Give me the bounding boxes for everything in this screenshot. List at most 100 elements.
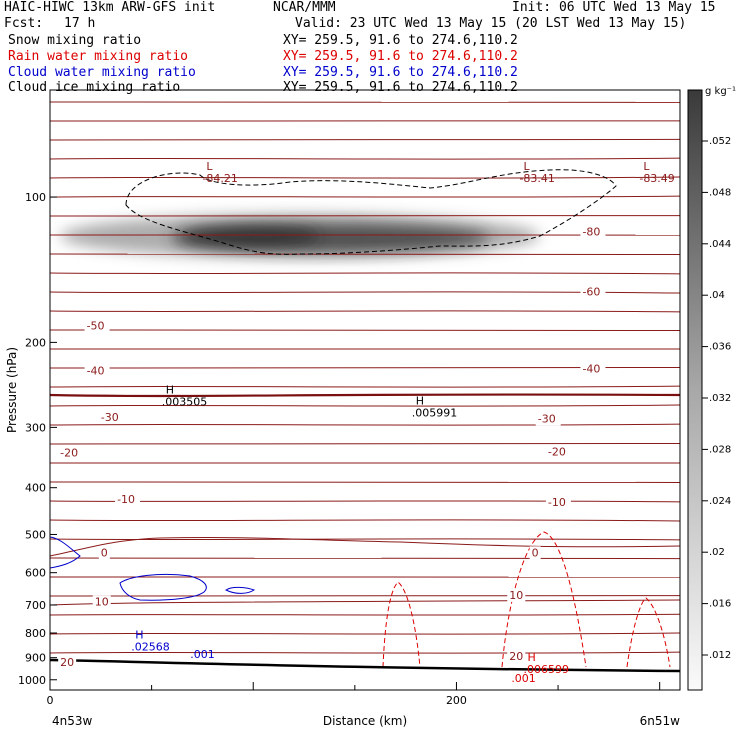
label-bg — [535, 412, 561, 426]
y-tick-label: 1000 — [18, 674, 46, 687]
isotherm-line — [49, 613, 681, 616]
y-tick-label: 300 — [25, 421, 46, 434]
label-bg — [92, 595, 111, 609]
isotherm-line — [49, 195, 681, 198]
colorbar-unit: g kg⁻¹ — [705, 86, 736, 97]
colorbar-tick-label: .032 — [709, 393, 731, 404]
isotherm-warm-line — [49, 599, 681, 606]
extremum-value: -83.49 — [639, 172, 674, 185]
init-time: Init: 06 UTC Wed 13 May 15 — [512, 0, 716, 15]
label-bg — [115, 492, 141, 506]
label-bg — [84, 364, 110, 378]
isotherm-label: -30 — [101, 411, 119, 424]
right-endpoint-label: 6n51w — [640, 714, 681, 728]
label-bg — [58, 446, 84, 460]
contour-value-label: .001 — [511, 672, 536, 685]
label-bg — [580, 225, 606, 239]
isotherm-line — [49, 632, 681, 635]
isotherm-label: 20 — [60, 656, 74, 669]
isotherm-line — [49, 500, 681, 503]
fcst-value: 17 h — [64, 16, 96, 31]
low-marker: L — [206, 160, 213, 173]
extremum-value: .003505 — [162, 395, 208, 408]
low-marker: L — [643, 160, 650, 173]
isotherm-label: -10 — [117, 493, 135, 506]
isotherm-label: -20 — [60, 447, 78, 460]
extremum-value: .006599 — [524, 663, 570, 676]
isotherm-label: 0 — [101, 546, 108, 559]
field-xy-rain: XY= 259.5, 91.6 to 274.6,110.2 — [283, 49, 518, 64]
colorbar-tick-label: .048 — [709, 187, 731, 198]
y-axis-label: Pressure (hPa) — [5, 347, 19, 433]
field-xy-snow: XY= 259.5, 91.6 to 274.6,110.2 — [283, 33, 518, 48]
isotherm-line — [49, 176, 681, 179]
isotherm-line — [49, 253, 681, 256]
isotherm-line — [49, 404, 681, 407]
isotherm-label: -40 — [582, 363, 600, 376]
label-bg — [580, 362, 606, 376]
isotherm-line — [49, 442, 681, 445]
y-tick-label: 700 — [25, 599, 46, 612]
low-marker: L — [523, 160, 530, 173]
y-tick-label: 400 — [25, 482, 46, 495]
plot-frame — [49, 89, 681, 691]
extremum-value: .02568 — [131, 641, 170, 654]
isotherm-label: -50 — [87, 319, 105, 332]
isotherm-label: -40 — [87, 364, 105, 377]
org-label: NCAR/MMM — [273, 0, 336, 15]
isotherm-label: -60 — [582, 286, 600, 299]
isotherm-label: -80 — [582, 225, 600, 238]
rain-contours — [382, 531, 671, 668]
label-bg — [98, 546, 110, 560]
field-name-rain: Rain water mixing ratio — [8, 49, 189, 64]
y-tick-label: 200 — [25, 336, 46, 349]
field-xy-cloud-water: XY= 259.5, 91.6 to 274.6,110.2 — [283, 65, 518, 80]
colorbar-ticks: .052 .048 .044 .04 .036 .032 .028 .024 .02 .016 .0… — [702, 136, 731, 661]
field-xy-cloud-ice: XY= 259.5, 91.6 to 274.6,110.2 — [283, 80, 518, 95]
isotherm-label: 20 — [509, 650, 523, 663]
isotherm-line — [49, 481, 681, 483]
extremum-value: -83.41 — [519, 172, 554, 185]
isotherm-label: 10 — [509, 589, 523, 602]
high-marker: H — [135, 629, 143, 642]
isotherm-label: -20 — [548, 445, 566, 458]
label-bg — [580, 285, 606, 299]
high-marker: H — [166, 383, 174, 396]
label-bg — [98, 410, 124, 424]
isotherm-line — [49, 557, 681, 560]
freezing-level-line — [49, 393, 681, 398]
field-name-cloud-ice: Cloud ice mixing ratio — [8, 80, 181, 95]
extremum-value: -84.21 — [202, 172, 237, 185]
colorbar-tick-label: .024 — [709, 496, 731, 507]
label-bg — [545, 445, 571, 459]
isotherm-warm-line — [49, 536, 681, 557]
isotherm-line — [49, 310, 681, 313]
isotherm-line — [49, 272, 681, 275]
valid-time: Valid: 23 UTC Wed 13 May 15 (20 LST Wed … — [295, 16, 687, 31]
label-bg — [507, 650, 526, 664]
x-axis-label: Distance (km) — [323, 714, 407, 728]
label-bg — [84, 319, 110, 333]
isotherm-line — [49, 157, 681, 160]
colorbar-tick-label: .036 — [709, 342, 731, 353]
snow-shading — [60, 214, 540, 258]
colorbar-tick-label: .02 — [709, 547, 725, 558]
pressure-axis: 100 200 300 400 500 600 700 800 900 1000 — [18, 191, 57, 687]
y-tick-label: 100 — [25, 191, 46, 204]
isotherm-label: 0 — [532, 546, 539, 559]
x-tick-label: 200 — [446, 694, 467, 707]
left-endpoint-label: 4n53w — [52, 714, 93, 728]
cloud-ice-contour — [125, 169, 617, 255]
x-tick-label: 0 — [47, 694, 54, 707]
label-bg — [58, 655, 77, 669]
isotherm-line — [49, 138, 681, 141]
colorbar-tick-label: .04 — [709, 290, 725, 301]
extrema-labels: L-84.21L-83.41L-83.49H.003505 H.005991H.0… — [131, 160, 675, 676]
terrain-line — [49, 658, 681, 673]
isotherm-line — [49, 291, 681, 294]
extremum-value: .005991 — [412, 407, 458, 420]
isotherm-label: 10 — [95, 596, 109, 609]
colorbar-tick-label: .012 — [709, 650, 731, 661]
field-name-cloud-water: Cloud water mixing ratio — [8, 65, 196, 80]
